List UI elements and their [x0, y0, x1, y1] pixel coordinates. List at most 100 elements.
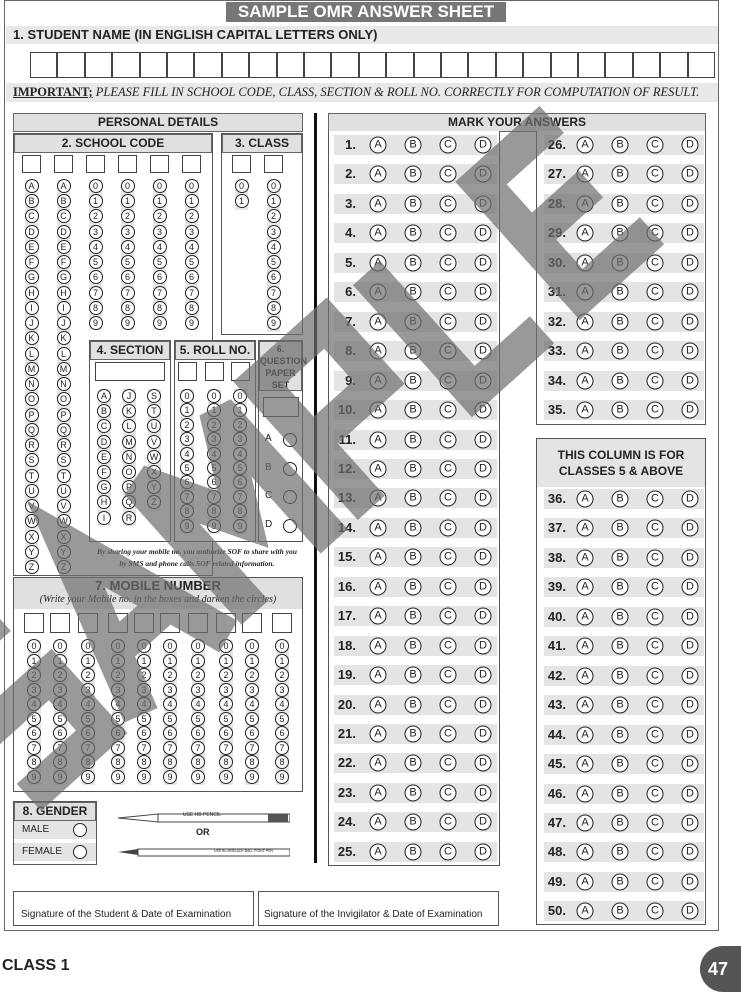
school-code-bubble[interactable]: D	[56, 224, 71, 239]
mobile-bubble[interactable]: 4	[137, 697, 151, 711]
name-letter-box[interactable]	[523, 52, 551, 78]
mobile-bubble[interactable]: 9	[81, 769, 95, 784]
mobile-bubble[interactable]: 1	[275, 653, 289, 668]
answer-bubble-B[interactable]: B	[611, 814, 629, 832]
mobile-bubble[interactable]: 6	[27, 726, 41, 740]
section-bubble[interactable]: Y	[147, 480, 161, 495]
mobile-bubble[interactable]: 8	[163, 755, 177, 769]
roll-no-bubble[interactable]: 9	[180, 518, 194, 533]
school-code-bubble[interactable]: X	[56, 529, 71, 544]
mobile-bubble[interactable]: 4	[53, 697, 67, 711]
school-code-bubble[interactable]: 1	[152, 194, 167, 209]
mobile-bubble[interactable]: 3	[137, 682, 151, 697]
school-code-bubble[interactable]: 6	[120, 270, 135, 285]
answer-bubble-B[interactable]: B	[611, 224, 629, 242]
answer-bubble-B[interactable]: B	[611, 873, 629, 891]
roll-no-bubble[interactable]: 2	[207, 417, 221, 432]
school-code-bubble[interactable]: 9	[184, 316, 199, 331]
answer-bubble-D[interactable]: D	[681, 578, 699, 596]
school-code-bubble[interactable]: U	[24, 483, 39, 498]
class-bubble[interactable]: 1	[266, 194, 281, 209]
answer-bubble-B[interactable]: B	[404, 489, 422, 507]
mobile-bubble[interactable]: 9	[191, 769, 205, 784]
name-letter-box[interactable]	[249, 52, 277, 78]
school-code-bubble[interactable]: B	[56, 194, 71, 209]
answer-bubble-A[interactable]: A	[369, 489, 387, 507]
school-code-bubble[interactable]: N	[24, 377, 39, 392]
mobile-bubble[interactable]: 2	[27, 668, 41, 682]
section-bubble[interactable]: P	[122, 480, 136, 495]
class-box[interactable]	[232, 155, 251, 173]
answer-bubble-C[interactable]: C	[646, 136, 664, 154]
student-signature-box[interactable]: Signature of the Student & Date of Exami…	[13, 891, 254, 926]
name-letter-box[interactable]	[550, 52, 578, 78]
answer-bubble-A[interactable]: A	[369, 548, 387, 566]
gender-female-bubble[interactable]	[73, 845, 87, 859]
mobile-bubble[interactable]: 0	[81, 639, 95, 653]
answer-bubble-A[interactable]: A	[576, 283, 594, 301]
mobile-bubble[interactable]: 4	[27, 697, 41, 711]
school-code-bubble[interactable]: T	[56, 468, 71, 483]
mobile-bubble[interactable]: 1	[163, 653, 177, 668]
school-code-bubble[interactable]: R	[24, 438, 39, 453]
answer-bubble-D[interactable]: D	[681, 224, 699, 242]
answer-bubble-D[interactable]: D	[681, 902, 699, 920]
answer-bubble-D[interactable]: D	[474, 224, 492, 242]
section-bubble[interactable]: O	[122, 465, 136, 479]
answer-bubble-D[interactable]: D	[681, 136, 699, 154]
section-bubble[interactable]: G	[97, 480, 111, 495]
roll-no-bubble[interactable]: 9	[233, 518, 247, 533]
answer-bubble-B[interactable]: B	[404, 401, 422, 419]
mobile-bubble[interactable]: 8	[27, 755, 41, 769]
school-code-bubble[interactable]: F	[56, 255, 71, 270]
answer-bubble-C[interactable]: C	[646, 637, 664, 655]
school-code-bubble[interactable]: Q	[24, 422, 39, 437]
mobile-bubble[interactable]: 1	[111, 653, 125, 668]
answer-bubble-C[interactable]: C	[439, 696, 457, 714]
school-code-bubble[interactable]: V	[56, 499, 71, 514]
roll-no-bubble[interactable]: 1	[233, 403, 247, 418]
school-code-bubble[interactable]: 0	[88, 179, 103, 193]
answer-bubble-A[interactable]: A	[576, 696, 594, 714]
class-bubble[interactable]: 0	[266, 179, 281, 193]
school-code-bubble[interactable]: 6	[152, 270, 167, 285]
roll-no-bubble[interactable]: 8	[207, 504, 221, 519]
mobile-bubble[interactable]: 8	[191, 755, 205, 769]
roll-no-bubble[interactable]: 7	[207, 489, 221, 504]
answer-bubble-C[interactable]: C	[646, 283, 664, 301]
answer-bubble-D[interactable]: D	[681, 372, 699, 390]
section-bubble[interactable]: D	[97, 434, 111, 449]
mobile-bubble[interactable]: 1	[53, 653, 67, 668]
answer-bubble-A[interactable]: A	[369, 813, 387, 831]
school-code-box[interactable]	[118, 155, 137, 173]
answer-bubble-B[interactable]: B	[611, 254, 629, 272]
mobile-digit-box[interactable]	[160, 613, 180, 633]
answer-bubble-C[interactable]: C	[646, 578, 664, 596]
answer-bubble-D[interactable]: D	[474, 283, 492, 301]
mobile-bubble[interactable]: 0	[245, 639, 259, 653]
answer-bubble-D[interactable]: D	[681, 667, 699, 685]
school-code-bubble[interactable]: K	[56, 331, 71, 346]
school-code-bubble[interactable]: 1	[184, 194, 199, 209]
mobile-bubble[interactable]: 4	[275, 697, 289, 711]
class-bubble[interactable]: 3	[266, 224, 281, 239]
mobile-bubble[interactable]: 4	[111, 697, 125, 711]
school-code-bubble[interactable]: 8	[120, 300, 135, 315]
answer-bubble-D[interactable]: D	[474, 195, 492, 213]
mobile-bubble[interactable]: 3	[219, 682, 233, 697]
school-code-box[interactable]	[150, 155, 169, 173]
answer-bubble-C[interactable]: C	[439, 136, 457, 154]
section-bubble[interactable]: V	[147, 434, 161, 449]
answer-bubble-C[interactable]: C	[646, 401, 664, 419]
answer-bubble-A[interactable]: A	[369, 342, 387, 360]
school-code-bubble[interactable]: S	[56, 453, 71, 468]
name-letter-box[interactable]	[495, 52, 524, 78]
school-code-box[interactable]	[54, 155, 73, 173]
answer-bubble-B[interactable]: B	[611, 637, 629, 655]
answer-bubble-C[interactable]: C	[646, 814, 664, 832]
mobile-bubble[interactable]: 3	[245, 682, 259, 697]
answer-bubble-B[interactable]: B	[611, 696, 629, 714]
answer-bubble-B[interactable]: B	[611, 195, 629, 213]
answer-bubble-C[interactable]: C	[646, 195, 664, 213]
answer-bubble-A[interactable]: A	[576, 843, 594, 861]
